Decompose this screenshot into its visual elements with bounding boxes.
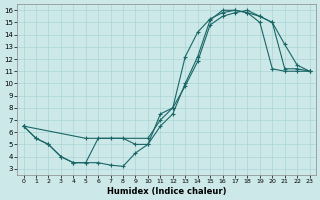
X-axis label: Humidex (Indice chaleur): Humidex (Indice chaleur) bbox=[107, 187, 226, 196]
